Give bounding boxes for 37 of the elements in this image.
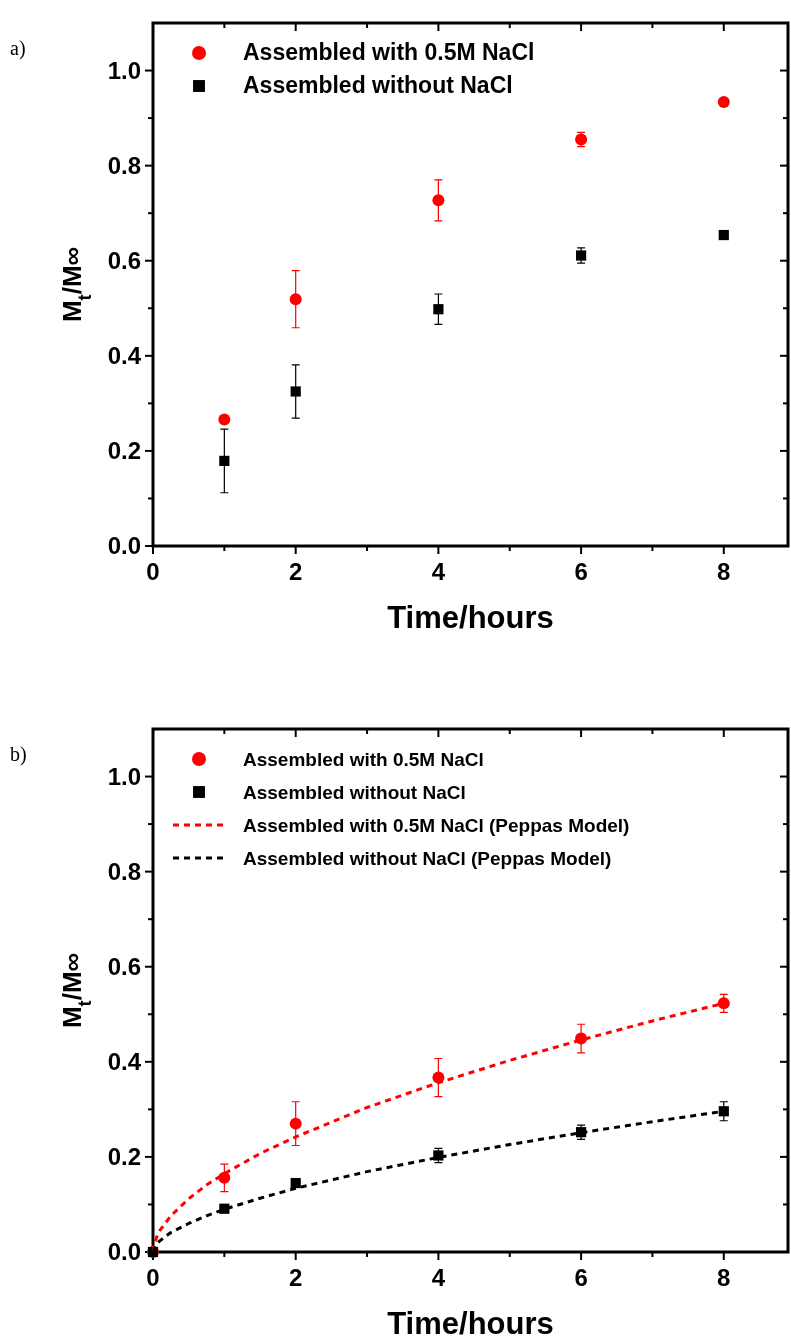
y-tick-label: 0.6 — [107, 952, 141, 980]
y-tick-label: 0.0 — [107, 532, 141, 559]
point — [718, 229, 729, 241]
y-tick-label: 0.4 — [107, 341, 142, 369]
legend-label: Assembled with 0.5M NaCl (Peppas Model) — [243, 815, 630, 836]
x-tick-label: 0 — [146, 558, 160, 585]
x-tick-label: 6 — [574, 558, 588, 585]
y-tick-label: 0.2 — [107, 436, 141, 464]
legend-label: Assembled without NaCl — [243, 72, 513, 98]
x-tick-label: 4 — [431, 1264, 446, 1291]
y-tick-label: 0.4 — [107, 1047, 142, 1075]
y-tick-label: 0.6 — [107, 246, 141, 274]
point — [717, 95, 730, 108]
point — [290, 1177, 301, 1189]
x-axis-title: Time/hours — [387, 1306, 554, 1341]
x-tick-label: 2 — [289, 1264, 303, 1291]
y-tick-label: 0.8 — [107, 151, 141, 179]
x-tick-label: 6 — [574, 1264, 588, 1291]
y-tick-label: 0.2 — [107, 1142, 141, 1170]
legend-label: Assembled without NaCl — [243, 782, 466, 803]
y-tick-label: 0.0 — [107, 1238, 141, 1265]
x-tick-label: 2 — [289, 558, 303, 585]
y-tick-label: 1.0 — [107, 56, 141, 84]
x-tick-label: 8 — [717, 558, 731, 585]
x-tick-label: 4 — [431, 558, 446, 585]
y-tick-label: 1.0 — [107, 762, 141, 790]
legend-label: Assembled with 0.5M NaCl — [243, 39, 535, 65]
legend-label: Assembled with 0.5M NaCl — [243, 749, 484, 770]
text: b) — [10, 743, 27, 766]
text: a) — [10, 37, 26, 60]
x-tick-label: 0 — [146, 1264, 160, 1291]
point — [290, 386, 301, 397]
x-axis-title: Time/hours — [387, 600, 554, 635]
x-tick-label: 8 — [717, 1264, 731, 1291]
legend-label: Assembled without NaCl (Peppas Model) — [243, 848, 612, 869]
point — [218, 413, 231, 426]
y-tick-label: 0.8 — [107, 857, 141, 885]
